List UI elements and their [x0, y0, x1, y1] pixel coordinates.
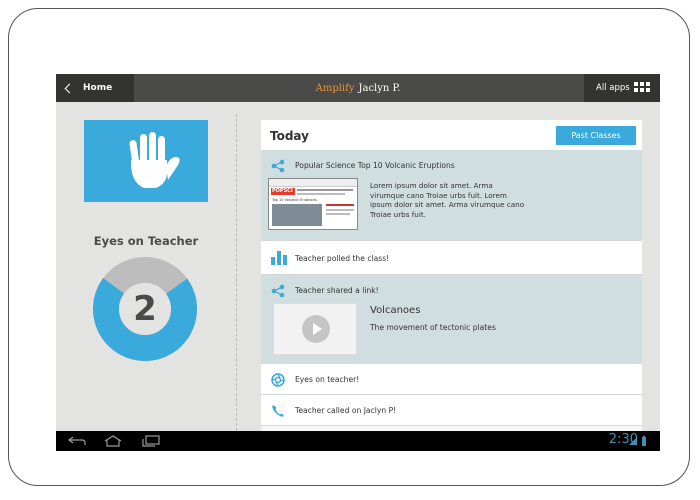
status-clock: 2:30: [608, 432, 638, 447]
feed-item-text: Teacher called on Jaclyn P!: [295, 406, 397, 415]
hand-icon: [129, 132, 180, 188]
thumbnail-text-line: [326, 213, 350, 215]
past-classes-button[interactable]: Past Classes: [556, 126, 636, 145]
thumbnail-text-line: [297, 189, 353, 191]
bar-chart-icon: [271, 250, 287, 269]
column-divider: [236, 114, 237, 451]
system-nav-bar: 2:30: [56, 431, 660, 451]
donut-hole: [119, 283, 171, 335]
home-button[interactable]: Home: [56, 74, 134, 102]
thumbnail-masthead: POPSCI: [272, 188, 293, 194]
feed-item-text: Teacher shared a link!: [295, 286, 379, 295]
divider: [261, 274, 642, 275]
battery-icon: [642, 437, 646, 446]
feed-item-text: Eyes on teacher!: [295, 375, 360, 384]
all-apps-label: All apps: [596, 83, 630, 93]
thumbnail-text-line: [297, 193, 345, 195]
share-icon: [271, 283, 285, 302]
user-name: Jaclyn P.: [358, 82, 401, 94]
eyes-on-teacher-title: Eyes on Teacher: [93, 234, 199, 248]
play-icon[interactable]: [302, 315, 330, 343]
divider: [261, 425, 642, 426]
all-apps-button[interactable]: All apps: [584, 74, 660, 102]
wifi-icon: [629, 437, 637, 445]
top-bar: Home Amplify Jaclyn P. All apps: [56, 74, 660, 102]
divider: [261, 363, 642, 364]
chevron-left-icon: [64, 83, 75, 93]
feed-item-eyes[interactable]: Eyes on teacher!: [261, 364, 642, 394]
feed-item-text: Popular Science Top 10 Volcanic Eruption…: [295, 161, 455, 170]
today-heading: Today: [270, 129, 309, 143]
feed-item-poll[interactable]: Teacher polled the class!: [261, 241, 642, 274]
aperture-icon: [271, 372, 285, 391]
link-title[interactable]: Volcanoes: [370, 305, 421, 316]
link-subtitle: The movement of tectonic plates: [370, 323, 496, 332]
phone-icon: [271, 403, 285, 422]
feed-item-shared-link[interactable]: Teacher shared a link! Volcanoes The mov…: [261, 275, 642, 363]
status-icons: [629, 435, 646, 446]
home-nav-icon[interactable]: [104, 435, 122, 447]
feed-item-call[interactable]: Teacher called on Jaclyn P!: [261, 395, 642, 425]
app-screen: Home Amplify Jaclyn P. All apps: [56, 74, 660, 451]
thumbnail-text-line: [326, 204, 354, 206]
thumbnail-text-line: [326, 209, 354, 211]
thumbnail-topbar: [269, 179, 357, 187]
feed-item-article[interactable]: Popular Science Top 10 Volcanic Eruption…: [261, 150, 642, 240]
app-title: Amplify Jaclyn P.: [56, 74, 660, 102]
brand-name: Amplify: [315, 82, 355, 94]
recent-apps-icon[interactable]: [142, 435, 160, 447]
thumbnail-headline: Top 10 Volcanic Eruptions: [272, 198, 317, 202]
feed-item-text: Teacher polled the class!: [295, 254, 390, 263]
video-thumbnail[interactable]: [273, 303, 357, 355]
eyes-donut-chart: [93, 257, 197, 361]
article-summary: Lorem ipsum dolor sit amet. Arma virumqu…: [370, 181, 525, 219]
eyes-count: 2: [133, 289, 157, 329]
thumbnail-logo: POPSCI: [271, 188, 295, 195]
raise-hand-tile[interactable]: [84, 120, 208, 202]
article-thumbnail[interactable]: POPSCI Top 10 Volcanic Eruptions: [268, 178, 358, 230]
activity-feed: Today Past Classes Popular Science Top 1…: [261, 120, 642, 451]
home-label: Home: [83, 83, 113, 93]
back-icon[interactable]: [68, 436, 86, 446]
tablet-frame: Home Amplify Jaclyn P. All apps: [8, 8, 690, 486]
divider: [261, 394, 642, 395]
apps-grid-icon: [634, 82, 650, 94]
donut-value-arc: [93, 257, 197, 361]
share-icon: [271, 158, 285, 177]
divider: [261, 240, 642, 241]
feed-header: Today Past Classes: [261, 120, 642, 150]
thumbnail-photo: [272, 204, 322, 226]
